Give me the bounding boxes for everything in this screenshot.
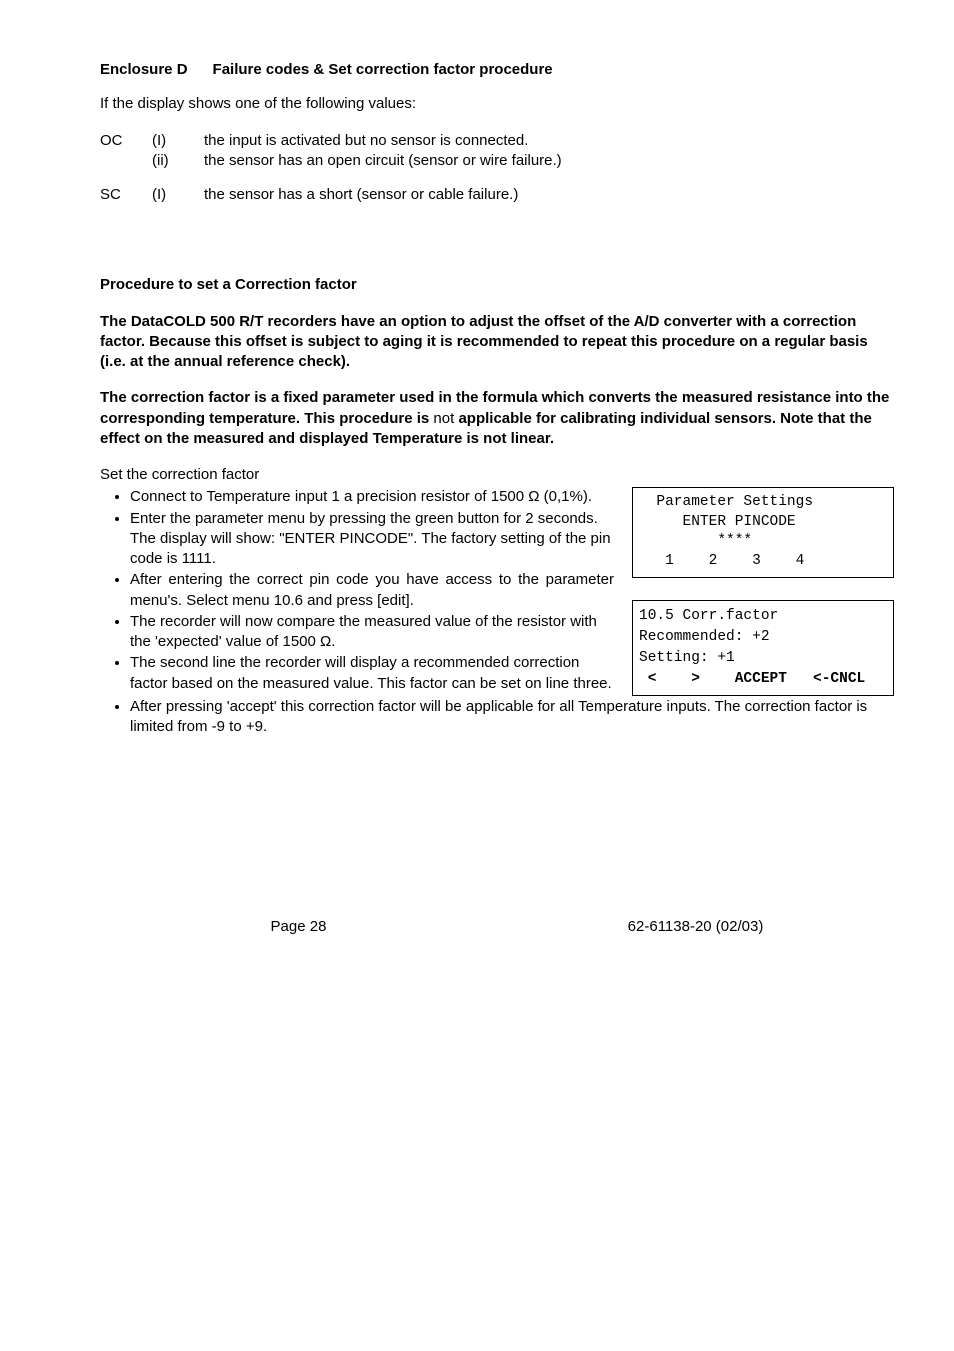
lcd2-line4: < > ACCEPT <-CNCL <box>639 671 865 687</box>
list-item: The second line the recorder will displa… <box>130 653 614 694</box>
code-oc-i-text: the input is activated but no sensor is … <box>204 131 894 151</box>
code-sc-i-text: the sensor has a short (sensor or cable … <box>204 185 894 205</box>
lcd1-line3: **** <box>639 533 752 549</box>
two-column-region: Connect to Temperature input 1 a precisi… <box>100 487 894 695</box>
lcd2-line3: Setting: +1 <box>639 650 735 666</box>
code-oc-ii-text: the sensor has an open circuit (sensor o… <box>204 151 894 171</box>
bold-para2-not: not <box>433 410 458 427</box>
footer-page: Page 28 <box>100 917 497 937</box>
code-oc-label: OC <box>100 131 152 151</box>
code-row-oc-ii: (ii) the sensor has an open circuit (sen… <box>100 151 894 171</box>
lcd-screen-pincode: Parameter Settings ENTER PINCODE **** 1 … <box>632 487 894 577</box>
page-footer: Page 28 62-61138-20 (02/03) <box>100 917 894 937</box>
page-heading: Enclosure D Failure codes & Set correcti… <box>100 60 894 80</box>
list-item: The recorder will now compare the measur… <box>130 612 614 653</box>
list-item: After pressing 'accept' this correction … <box>130 697 894 738</box>
list-item: Connect to Temperature input 1 a precisi… <box>130 487 614 507</box>
bold-paragraph-1: The DataCOLD 500 R/T recorders have an o… <box>100 312 894 373</box>
list-item: After entering the correct pin code you … <box>130 570 614 611</box>
lcd-screen-corrfactor: 10.5 Corr.factor Recommended: +2 Setting… <box>632 600 894 696</box>
code-oc-ii: (ii) <box>152 151 204 171</box>
procedure-title: Procedure to set a Correction factor <box>100 275 894 295</box>
list-item: Enter the parameter menu by pressing the… <box>130 509 614 570</box>
lcd-column: Parameter Settings ENTER PINCODE **** 1 … <box>632 487 894 695</box>
heading-title: Failure codes & Set correction factor pr… <box>213 61 553 78</box>
code-sc-i: (I) <box>152 185 204 205</box>
lcd2-line1: 10.5 Corr.factor <box>639 608 778 624</box>
bullets-column: Connect to Temperature input 1 a precisi… <box>100 487 614 695</box>
intro-text: If the display shows one of the followin… <box>100 94 894 114</box>
set-intro: Set the correction factor <box>100 465 894 485</box>
code-row-oc-i: OC (I) the input is activated but no sen… <box>100 131 894 151</box>
lcd2-line2: Recommended: +2 <box>639 629 770 645</box>
code-oc-i: (I) <box>152 131 204 151</box>
lcd1-line4: 1 2 3 4 <box>639 553 804 569</box>
enclosure-label: Enclosure D <box>100 61 188 78</box>
lcd1-line1: Parameter Settings <box>639 494 813 510</box>
footer-doc: 62-61138-20 (02/03) <box>497 917 894 937</box>
lcd1-line2: ENTER PINCODE <box>639 514 796 530</box>
code-sc-label: SC <box>100 185 152 205</box>
bold-paragraph-2: The correction factor is a fixed paramet… <box>100 388 894 449</box>
code-row-sc: SC (I) the sensor has a short (sensor or… <box>100 185 894 205</box>
